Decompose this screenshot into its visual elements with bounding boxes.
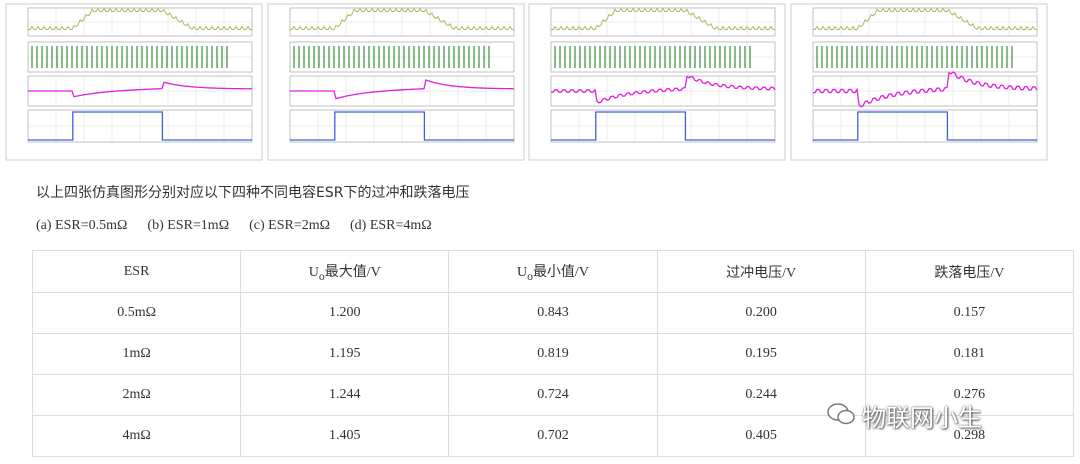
sim-panel xyxy=(267,3,525,161)
table-cell: 0.200 xyxy=(656,292,866,334)
table-row: 1mΩ 1.195 0.819 0.195 0.181 xyxy=(31,333,1075,375)
esr-table: ESR Uo最大值/V Uo最小值/V 过冲电压/V 跌落电压/V 0.5mΩ 1.200 0… xyxy=(31,250,1075,457)
header-text: U xyxy=(308,264,319,280)
table-cell: 0.181 xyxy=(864,333,1075,375)
voltage-trace xyxy=(290,79,515,100)
watermark: 物联网小生 xyxy=(862,404,982,432)
header-cell: Uo最小值/V xyxy=(448,250,658,293)
panel-frame xyxy=(5,3,263,161)
voltage-trace xyxy=(28,81,253,98)
table-cell: 1.244 xyxy=(240,374,450,416)
table-cell: 1.195 xyxy=(240,333,450,375)
table-row: 0.5mΩ 1.200 0.843 0.200 0.157 xyxy=(31,292,1075,334)
sim-panel xyxy=(5,3,263,161)
sim-panel xyxy=(528,3,786,161)
header-cell: Uo最大值/V xyxy=(240,250,450,293)
header-cell: 过冲电压/V xyxy=(656,250,866,293)
load-trace xyxy=(551,111,775,141)
option-label: (b) ESR=1mΩ xyxy=(147,218,230,233)
table-cell: 0.702 xyxy=(448,415,658,457)
option-label: (d) ESR=4mΩ xyxy=(350,218,432,233)
table-row: 4mΩ 1.405 0.702 0.405 0.298 xyxy=(31,415,1075,457)
table-cell: 1.200 xyxy=(240,292,450,334)
table-cell: 0.195 xyxy=(656,333,866,375)
caption: 以上四张仿真图形分别对应以下四种不同电容ESR下的过冲和跌落电压 xyxy=(36,185,470,201)
panel-frame xyxy=(790,3,1048,161)
header-cell: 跌落电压/V xyxy=(864,250,1075,293)
load-trace xyxy=(813,111,1037,141)
voltage-trace xyxy=(551,75,776,104)
current-trace xyxy=(813,7,1037,30)
header-text: U xyxy=(516,264,528,280)
option-label: (c) ESR=2mΩ xyxy=(249,218,331,233)
table-cell: 1.405 xyxy=(240,415,450,457)
table-cell: 4mΩ xyxy=(31,415,242,457)
table-cell: 0.157 xyxy=(864,292,1075,334)
table-cell: 0.843 xyxy=(448,292,658,334)
sim-panel xyxy=(790,3,1048,161)
header-text: 跌落电压/V xyxy=(934,265,1005,281)
header-sub: o xyxy=(527,269,533,283)
panel-frame xyxy=(267,3,525,161)
table-cell: 0.5mΩ xyxy=(31,292,242,334)
header-cell: ESR xyxy=(31,250,242,293)
header-sub: o xyxy=(318,269,325,283)
header-text: 最小值/V xyxy=(532,264,589,280)
header-text: 最大值/V xyxy=(324,264,381,280)
table-cell: 0.724 xyxy=(448,374,658,416)
voltage-trace xyxy=(813,71,1038,108)
load-trace xyxy=(28,111,252,141)
option-label: (a) ESR=0.5mΩ xyxy=(36,218,128,233)
header-text: ESR xyxy=(123,263,150,279)
current-trace xyxy=(290,7,514,30)
header-text: 过冲电压/V xyxy=(726,265,797,281)
header-row: ESR Uo最大值/V Uo最小值/V 过冲电压/V 跌落电压/V xyxy=(31,250,1075,293)
current-trace xyxy=(551,7,775,30)
table-cell: 1mΩ xyxy=(31,333,242,375)
current-trace xyxy=(28,7,252,30)
load-trace xyxy=(290,111,514,141)
table-cell: 0.405 xyxy=(656,415,866,457)
table-cell: 0.819 xyxy=(448,333,658,375)
table-cell: 2mΩ xyxy=(31,374,242,416)
options: (a) ESR=0.5mΩ (b) ESR=1mΩ (c) ESR=2mΩ (d) E… xyxy=(36,218,452,234)
simulation-plots xyxy=(5,3,1048,161)
panel-frame xyxy=(528,3,786,161)
table-cell: 0.298 xyxy=(864,415,1075,457)
wechat-icon xyxy=(827,403,855,425)
